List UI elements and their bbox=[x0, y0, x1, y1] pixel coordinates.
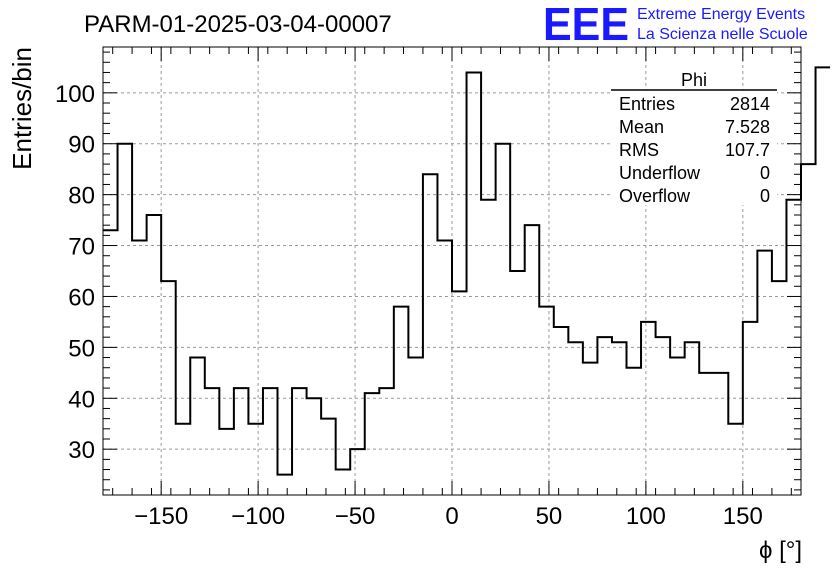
stats-label: Entries bbox=[619, 94, 675, 114]
y-tick-labels: 30 40 50 60 70 80 90 100 bbox=[55, 81, 95, 464]
x-tick-label: 150 bbox=[723, 503, 763, 530]
stats-label: Overflow bbox=[619, 186, 691, 206]
stats-value: 2814 bbox=[730, 94, 770, 114]
stats-label: RMS bbox=[619, 140, 659, 160]
stats-title: Phi bbox=[681, 70, 707, 90]
y-tick-label: 40 bbox=[68, 386, 95, 413]
x-tick-label: −150 bbox=[134, 503, 188, 530]
x-tick-label: 100 bbox=[626, 503, 666, 530]
y-tick-label: 90 bbox=[68, 132, 95, 159]
eee-logo: EEE Extreme Energy Events La Scienza nel… bbox=[543, 0, 808, 50]
x-tick-label: 0 bbox=[445, 503, 458, 530]
y-tick-label: 70 bbox=[68, 234, 95, 261]
y-tick-label: 30 bbox=[68, 437, 95, 464]
stats-label: Mean bbox=[619, 117, 664, 137]
stats-value: 107.7 bbox=[725, 140, 770, 160]
stats-value: 7.528 bbox=[725, 117, 770, 137]
x-axis-label: ϕ [°] bbox=[759, 537, 802, 564]
stats-value: 0 bbox=[760, 163, 770, 183]
logo-line1: Extreme Energy Events bbox=[637, 6, 805, 23]
x-tick-label: −50 bbox=[335, 503, 376, 530]
y-tick-label: 50 bbox=[68, 335, 95, 362]
x-tick-label: 50 bbox=[536, 503, 563, 530]
y-tick-label: 60 bbox=[68, 284, 95, 311]
y-axis-label: Entries/bin bbox=[7, 47, 37, 170]
y-tick-label: 100 bbox=[55, 81, 95, 108]
x-tick-labels: −150 −100 −50 0 50 100 150 bbox=[134, 503, 763, 530]
chart-title: PARM-01-2025-03-04-00007 bbox=[84, 11, 392, 38]
stats-value: 0 bbox=[760, 186, 770, 206]
logo-line2: La Scienza nelle Scuole bbox=[637, 26, 808, 43]
x-tick-label: −100 bbox=[231, 503, 285, 530]
histogram-series bbox=[103, 66, 831, 476]
y-tick-label: 80 bbox=[68, 183, 95, 210]
stats-label: Underflow bbox=[619, 163, 701, 183]
logo-letters: EEE bbox=[543, 0, 629, 50]
axis-ticks bbox=[103, 47, 801, 495]
stats-box: Phi Entries 2814 Mean 7.528 RMS 107.7 Underflo… bbox=[611, 70, 777, 206]
